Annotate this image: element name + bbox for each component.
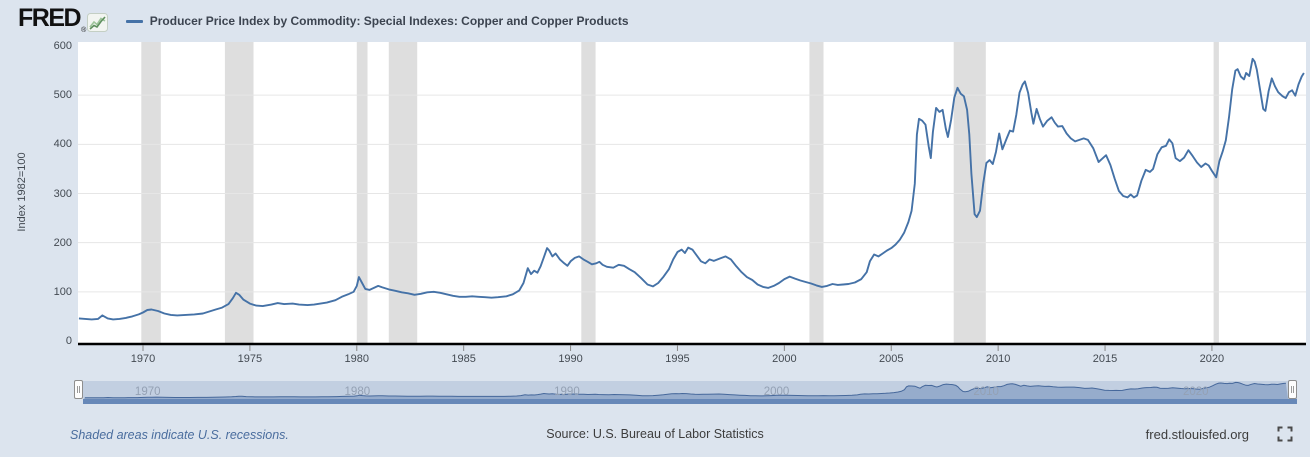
y-tick-label: 100 <box>53 285 72 298</box>
registered-mark: ® <box>81 26 86 34</box>
legend-line-swatch <box>125 19 143 23</box>
x-tick-label: 2010 <box>985 353 1011 365</box>
range-slider-left-handle[interactable] <box>74 380 83 399</box>
x-tick-label: 1985 <box>451 353 476 365</box>
x-tick-label: 1990 <box>558 353 583 365</box>
slider-decade-label: 2000 <box>763 386 790 398</box>
x-tick-label: 2000 <box>772 353 797 365</box>
y-tick-label: 400 <box>53 138 72 151</box>
slider-mini-line <box>84 381 1286 399</box>
y-tick-label: 300 <box>53 187 72 200</box>
site-link[interactable]: fred.stlouisfed.org <box>1145 426 1249 442</box>
x-tick-label: 1975 <box>237 353 263 365</box>
series-legend[interactable]: Producer Price Index by Commodity: Speci… <box>125 14 629 28</box>
range-slider-right-handle[interactable] <box>1288 380 1297 399</box>
y-tick-label: 200 <box>53 236 72 249</box>
y-axis-title: Index 1982=100 <box>16 152 28 232</box>
slider-decade-label: 2010 <box>973 386 999 398</box>
slider-decade-label: 1990 <box>554 386 580 398</box>
chart-plot-area[interactable] <box>78 42 1306 354</box>
x-tick-label: 2015 <box>1092 353 1118 365</box>
fullscreen-icon[interactable] <box>1277 426 1293 442</box>
series-line[interactable] <box>78 57 1305 321</box>
y-tick-label: 500 <box>53 89 72 102</box>
slider-decade-label: 2020 <box>1182 386 1209 398</box>
series-title: Producer Price Index by Commodity: Speci… <box>149 14 629 28</box>
chart-header: FRED® Producer Price Index by Commodity:… <box>18 3 629 38</box>
recession-note: Shaded areas indicate U.S. recessions. <box>70 428 289 442</box>
y-tick-label: 600 <box>53 40 72 52</box>
range-slider-bottom-bar[interactable] <box>83 399 1297 404</box>
x-tick-label: 1995 <box>665 353 690 365</box>
slider-decade-label: 1980 <box>344 386 371 398</box>
range-slider-mini-chart[interactable] <box>84 381 1288 399</box>
fred-logo[interactable]: FRED® <box>18 3 86 38</box>
footer-right: fred.stlouisfed.org <box>1146 426 1293 442</box>
x-tick-label: 2005 <box>879 353 904 365</box>
slider-mini-area <box>84 382 1288 399</box>
x-tick-label: 2020 <box>1199 353 1225 365</box>
source-text: Source: U.S. Bureau of Labor Statistics <box>546 427 764 441</box>
y-tick-label: 0 <box>65 335 72 347</box>
slider-decade-label: 1970 <box>134 386 161 398</box>
fred-graph-icon <box>86 12 108 32</box>
x-tick-label: 1970 <box>130 353 156 365</box>
x-tick-label: 1980 <box>344 353 369 365</box>
fred-logo-text: FRED <box>18 3 82 32</box>
